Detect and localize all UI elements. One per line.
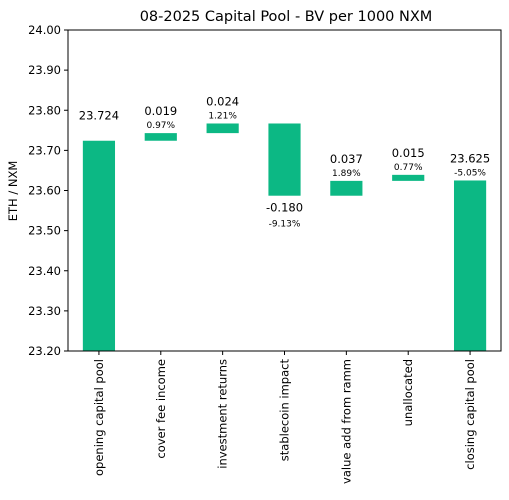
bar-1	[144, 133, 177, 141]
value-label-0: 23.724	[79, 109, 119, 123]
percent-label-2: 1.21%	[208, 111, 237, 121]
bar-3	[268, 123, 301, 196]
percent-label-5: 0.77%	[394, 163, 423, 173]
y-tick-label-4: 23.60	[28, 184, 61, 198]
x-tick-label-6: closing capital pool	[463, 359, 477, 470]
x-tick-label-4: value add from ramm	[339, 359, 353, 484]
bar-2	[206, 123, 239, 134]
x-tick-label-2: investment returns	[216, 359, 230, 469]
plot-frame	[67, 29, 502, 352]
percent-label-1: 0.97%	[146, 121, 175, 131]
value-label-6: 23.625	[450, 151, 490, 165]
bar-0	[82, 140, 116, 351]
y-tick-label-6: 23.80	[28, 103, 61, 117]
value-label-3: -0.180	[266, 201, 303, 215]
value-label-2: 0.024	[206, 94, 239, 108]
y-tick-label-5: 23.70	[28, 143, 61, 157]
y-tick-label-2: 23.40	[28, 264, 61, 278]
x-tick-label-1: cover fee income	[154, 359, 168, 459]
labels-layer: 23.724 opening capital pool 0.019 0.97% cove…	[28, 23, 490, 484]
percent-label-4: 1.89%	[332, 169, 361, 179]
y-tick-label-7: 23.90	[28, 63, 61, 77]
x-tick-label-3: stablecoin impact	[278, 359, 292, 462]
y-tick-label-8: 24.00	[28, 23, 61, 37]
chart-title: 08-2025 Capital Pool - BV per 1000 NXM	[140, 9, 433, 25]
bar-5	[392, 174, 425, 181]
bar-4	[330, 180, 363, 196]
y-tick-label-1: 23.30	[28, 304, 61, 318]
x-tick-label-0: opening capital pool	[92, 359, 106, 476]
y-axis-label: ETH / NXM	[6, 161, 20, 222]
value-label-5: 0.015	[392, 146, 425, 160]
value-label-1: 0.019	[144, 104, 177, 118]
x-tick-label-5: unallocated	[401, 359, 415, 426]
y-tick-label-3: 23.50	[28, 224, 61, 238]
y-tick-label-0: 23.20	[28, 344, 61, 358]
value-label-4: 0.037	[330, 152, 363, 166]
percent-label-6: -5.05%	[454, 168, 486, 178]
percent-label-3: -9.13%	[269, 220, 301, 230]
bar-6	[453, 180, 487, 351]
axes-layer	[64, 29, 502, 355]
bars-layer	[82, 123, 487, 351]
